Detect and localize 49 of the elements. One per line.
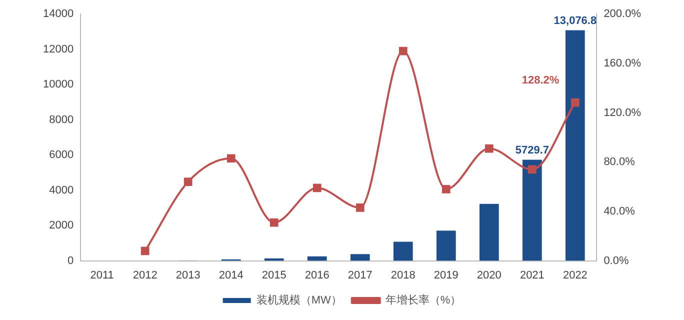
point: [270, 218, 278, 227]
y-tick-label: 10000: [42, 78, 74, 91]
data-label: 128.2%: [522, 74, 560, 87]
y-tick-label: 2000: [49, 220, 74, 232]
x-tick-label: 2021: [520, 269, 544, 282]
x-tick-label: 2020: [476, 269, 502, 282]
y-tick-label: 0: [67, 254, 74, 267]
y-tick-label: 8000: [49, 114, 74, 126]
bar: [522, 160, 542, 261]
point: [442, 185, 450, 194]
point: [140, 246, 150, 256]
y2-tick-label: 40.0%: [604, 205, 636, 218]
bar: [307, 256, 327, 261]
bar: [350, 254, 370, 261]
x-tick-label: 2015: [262, 269, 286, 282]
x-tick-label: 2014: [218, 269, 244, 282]
bar: [479, 204, 499, 261]
point: [528, 165, 536, 174]
x-tick-label: 2012: [132, 269, 158, 282]
bar: [566, 30, 585, 261]
x-tick-label: 2019: [434, 269, 458, 282]
point: [398, 46, 408, 56]
y2-tick-label: 160.0%: [604, 57, 642, 70]
y2-tick-label: 80.0%: [604, 156, 636, 168]
x-tick-label: 2017: [348, 269, 372, 282]
legend-label: 年增长率（%）: [385, 294, 462, 307]
y2-tick-label: 120.0%: [604, 106, 642, 119]
x-tick-label: 2016: [304, 269, 330, 282]
y2-tick-label: 0.0%: [604, 254, 629, 267]
point: [226, 154, 236, 163]
point: [184, 178, 192, 186]
x-tick-label: 2018: [390, 269, 416, 282]
y2-tick-label: 200.0%: [604, 8, 642, 20]
y-tick-label: 14000: [42, 8, 74, 20]
y-tick-label: 4000: [49, 184, 74, 196]
point: [312, 184, 322, 192]
point: [484, 144, 494, 153]
x-tick-label: 2011: [90, 269, 114, 282]
x-tick-label: 2013: [176, 269, 200, 282]
x-tick-label: 2022: [562, 269, 588, 282]
legend-label: 装机规模（MW）: [256, 294, 342, 307]
data-label: 13,076.8: [554, 14, 597, 27]
point: [571, 98, 580, 107]
y-tick-label: 6000: [49, 149, 74, 162]
point: [356, 204, 364, 212]
y-tick-label: 12000: [42, 43, 74, 56]
bar: [393, 242, 413, 261]
data-label: 5729.7: [515, 144, 550, 156]
bar: [436, 230, 456, 261]
